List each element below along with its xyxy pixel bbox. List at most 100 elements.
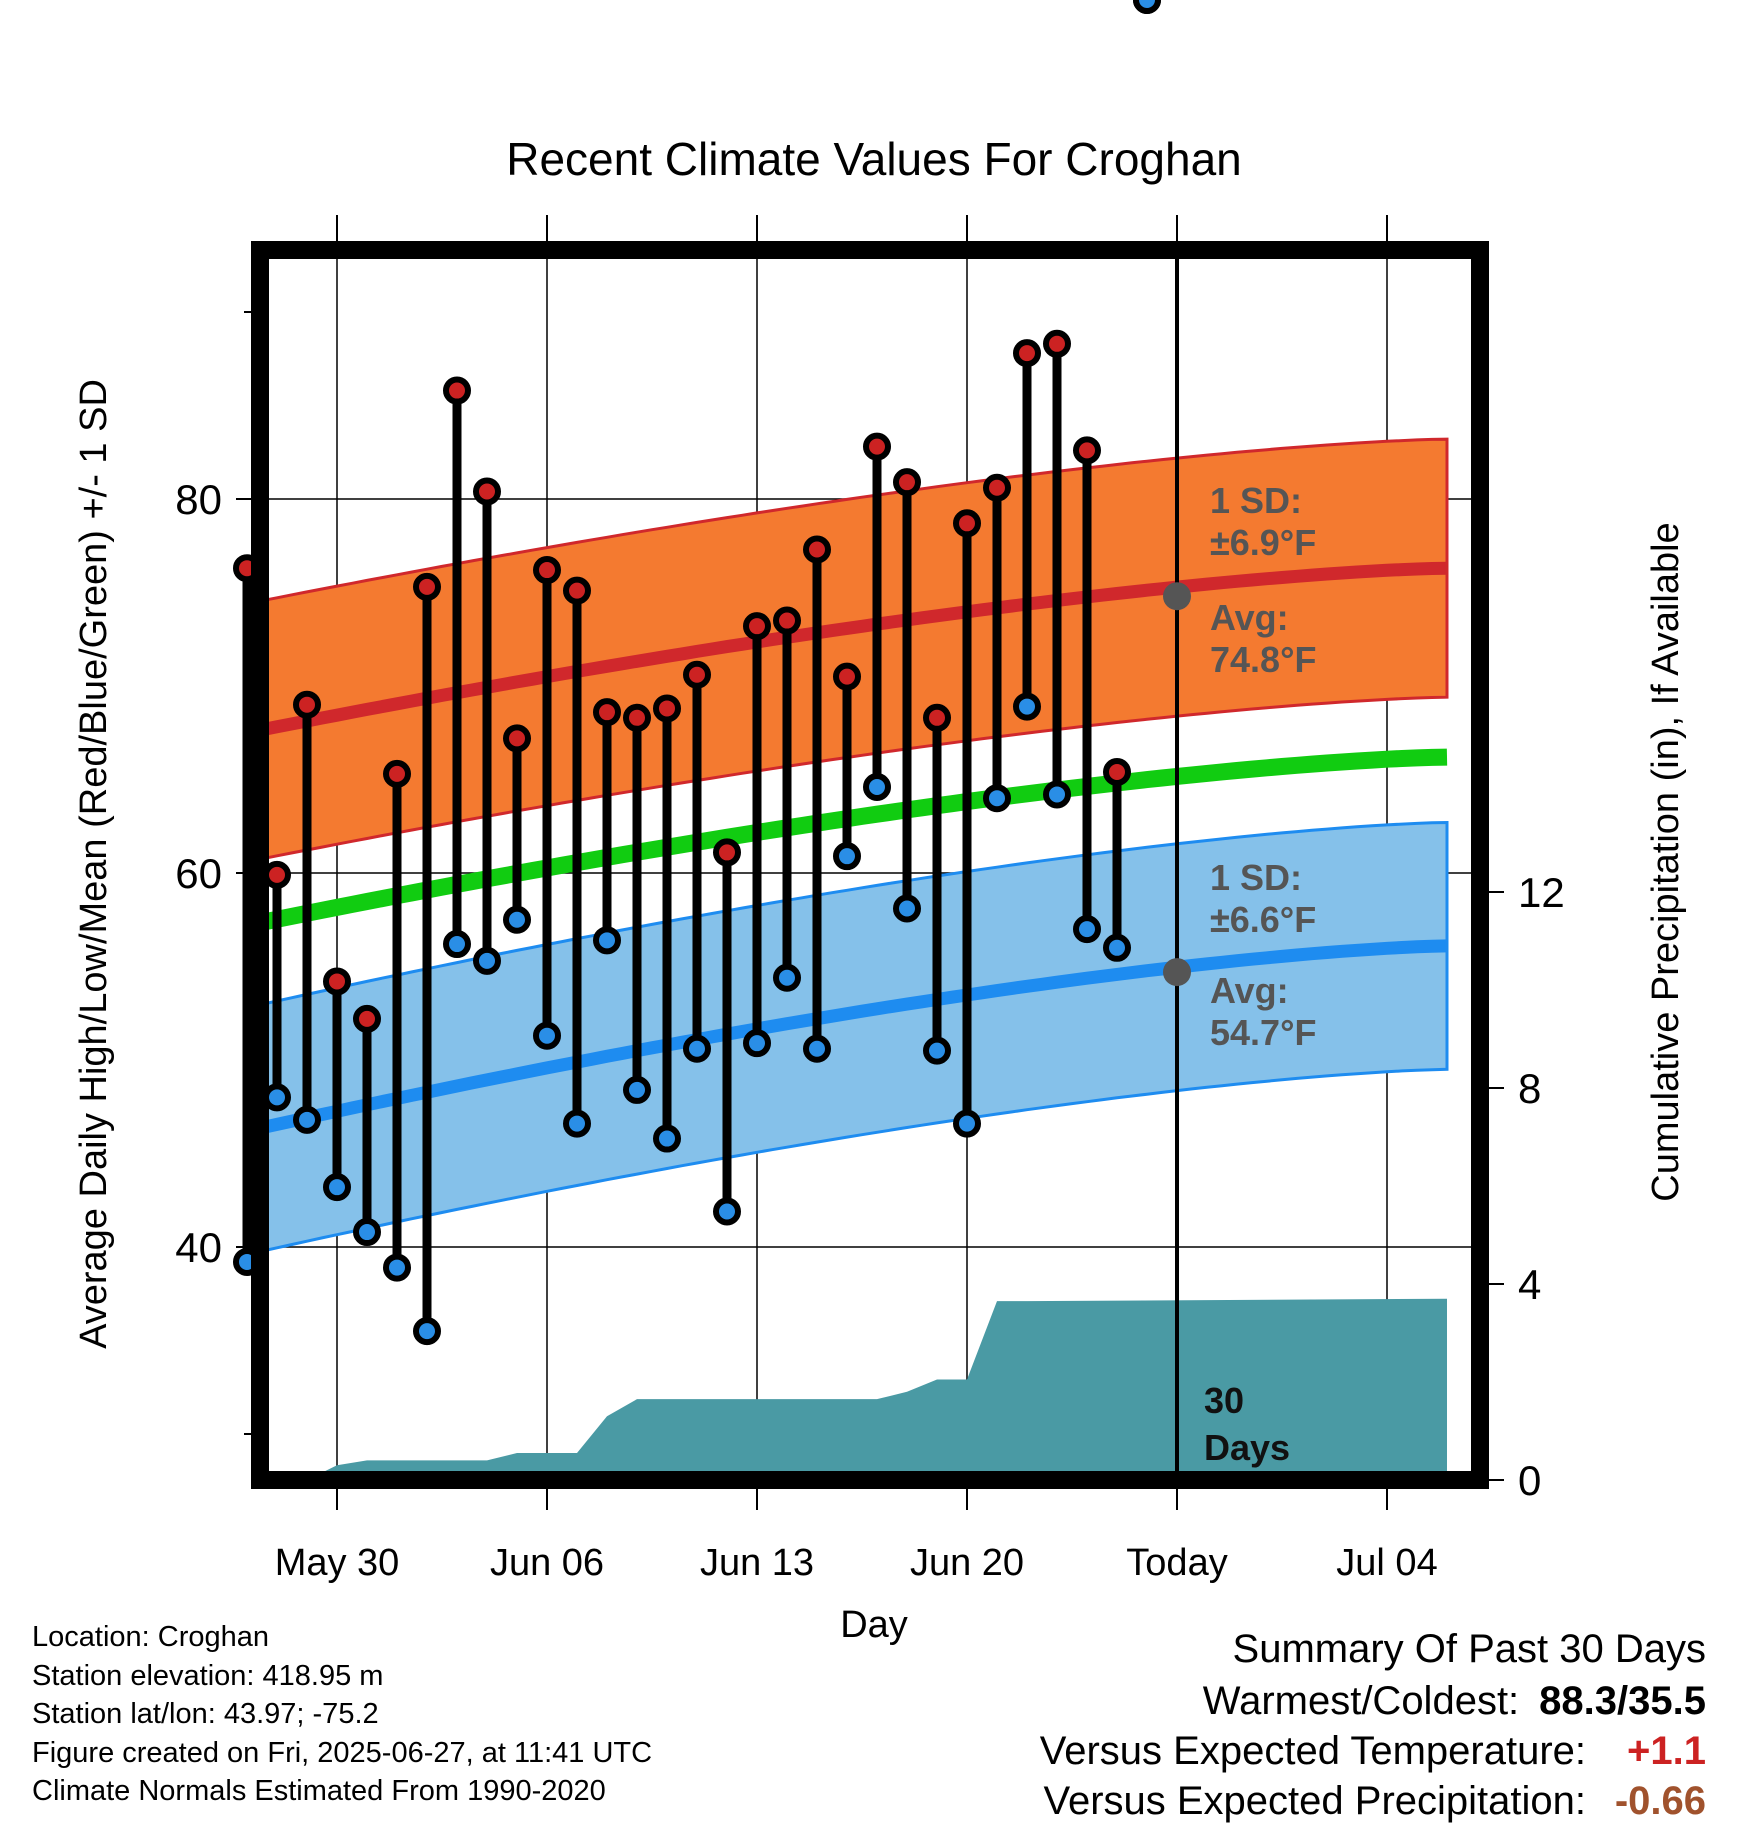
obs-low-marker	[473, 946, 501, 975]
obs-high-marker	[893, 468, 921, 497]
obs-low-marker	[533, 1021, 561, 1050]
obs-high-marker	[593, 698, 621, 727]
days-word-label: Days	[1204, 1427, 1290, 1468]
avg-high-marker	[1163, 582, 1191, 611]
obs-high-marker	[623, 703, 651, 732]
plot-area: 1 SD: ±6.9°F Avg: 74.8°F 1 SD: ±6.6°F Av…	[233, 0, 1489, 1489]
obs-high-marker	[533, 556, 561, 585]
obs-high-marker	[563, 576, 591, 605]
obs-high-marker	[353, 1004, 381, 1033]
obs-low-marker	[1013, 692, 1041, 721]
low-avg-label: Avg:	[1210, 970, 1289, 1011]
obs-low-marker	[953, 1109, 981, 1138]
obs-low-marker	[683, 1034, 711, 1063]
summary-panel: Summary Of Past 30 Days Warmest/Coldest:…	[1040, 1624, 1706, 1826]
x-tick-label: Jun 13	[700, 1542, 814, 1584]
y-right-tick-label: 8	[1518, 1065, 1541, 1112]
low-avg-value: 54.7°F	[1210, 1012, 1316, 1053]
high-avg-label: Avg:	[1210, 597, 1289, 638]
obs-low-marker	[833, 842, 861, 871]
summary-temp-row: Versus Expected Temperature: +1.1	[1040, 1726, 1706, 1776]
y-axis-left-label: Average Daily High/Low/Mean (Red/Blue/Gr…	[73, 379, 115, 1349]
obs-high-marker	[773, 606, 801, 635]
obs-low-marker	[983, 784, 1011, 813]
obs-high-marker	[503, 724, 531, 753]
precip-value: -0.66	[1614, 1779, 1706, 1823]
obs-low-marker	[503, 905, 531, 934]
obs-high-marker	[683, 660, 711, 689]
y-right-tick-label: 12	[1518, 869, 1565, 916]
obs-low-marker	[323, 1173, 351, 1202]
obs-high-marker	[803, 535, 831, 564]
high-sd-value: ±6.9°F	[1210, 522, 1316, 563]
obs-high-marker	[293, 690, 321, 719]
info-latlon: Station lat/lon: 43.97; -75.2	[32, 1698, 379, 1730]
info-created: Figure created on Fri, 2025-06-27, at 11…	[32, 1736, 653, 1769]
obs-high-marker	[443, 376, 471, 405]
info-elevation: Station elevation: 418.95 m	[32, 1659, 384, 1692]
normal-high-line	[245, 561, 1448, 740]
y-right-tick-label: 4	[1518, 1261, 1541, 1308]
obs-low-marker	[443, 930, 471, 959]
obs-low-marker	[1073, 915, 1101, 944]
obs-low-marker	[1043, 780, 1071, 809]
high-sd-label: 1 SD:	[1210, 480, 1302, 521]
x-tick-label: Jul 04	[1336, 1542, 1437, 1584]
obs-high-marker	[1073, 436, 1101, 465]
obs-high-marker	[743, 612, 771, 641]
warm-cold-value: 88.3/35.5	[1539, 1679, 1706, 1723]
summary-heading: Summary Of Past 30 Days	[1232, 1627, 1706, 1671]
obs-high-marker	[833, 662, 861, 691]
obs-low-marker	[293, 1105, 321, 1134]
obs-high-marker	[953, 509, 981, 538]
obs-high-marker	[1043, 329, 1071, 358]
obs-high-marker	[383, 759, 411, 788]
info-normals: Climate Normals Estimated From 1990-2020	[32, 1775, 606, 1807]
x-tick-label: Today	[1126, 1542, 1227, 1584]
y-right-tick-label: 0	[1518, 1457, 1541, 1504]
obs-low-marker	[413, 1317, 441, 1346]
obs-low-marker	[743, 1029, 771, 1058]
obs-high-marker	[923, 703, 951, 732]
warm-cold-label: Warmest/Coldest:	[1202, 1679, 1520, 1723]
chart-title: Recent Climate Values For Croghan	[506, 133, 1241, 185]
obs-high-marker	[473, 477, 501, 506]
low-sd-label: 1 SD:	[1210, 857, 1302, 898]
obs-low-marker	[803, 1034, 831, 1063]
obs-high-marker	[413, 572, 441, 601]
x-tick-label: Jun 06	[490, 1542, 604, 1584]
low-sd-value: ±6.6°F	[1210, 899, 1316, 940]
obs-low-marker	[893, 894, 921, 923]
axes: 40 60 80 0 4 8 12 May 30 Jun 06 Jun 13 Jun 20 Today…	[175, 215, 1565, 1584]
x-axis-label: Day	[840, 1604, 908, 1646]
obs-low-marker	[1133, 0, 1161, 14]
obs-low-marker	[593, 926, 621, 955]
obs-low-marker	[923, 1036, 951, 1065]
obs-low-marker	[563, 1109, 591, 1138]
obs-low-marker	[623, 1075, 651, 1104]
avg-low-marker	[1163, 958, 1191, 987]
annotations: 1 SD: ±6.9°F Avg: 74.8°F 1 SD: ±6.6°F Av…	[1204, 480, 1316, 1468]
obs-low-marker	[863, 772, 891, 801]
days-count-label: 30	[1204, 1380, 1244, 1421]
station-info: Location: Croghan Station elevation: 418…	[32, 1618, 652, 1811]
temp-value: +1.1	[1627, 1729, 1706, 1773]
obs-low-marker	[353, 1218, 381, 1247]
x-tick-label: May 30	[275, 1542, 400, 1584]
y-left-tick-label: 80	[175, 476, 222, 523]
obs-high-marker	[983, 473, 1011, 502]
y-left-tick-label: 60	[175, 850, 222, 897]
obs-low-marker	[773, 963, 801, 992]
low-sd-band	[245, 820, 1449, 1257]
precip-cumulative-area	[307, 1298, 1447, 1480]
plot-frame	[251, 241, 1489, 1489]
obs-high-marker	[1013, 339, 1041, 368]
obs-low-marker	[383, 1253, 411, 1282]
high-avg-value: 74.8°F	[1210, 639, 1316, 680]
precip-area	[307, 1298, 1447, 1480]
obs-high-marker	[1103, 758, 1131, 787]
obs-high-marker	[653, 694, 681, 723]
obs-low-marker	[263, 1083, 291, 1112]
obs-high-marker	[713, 838, 741, 867]
